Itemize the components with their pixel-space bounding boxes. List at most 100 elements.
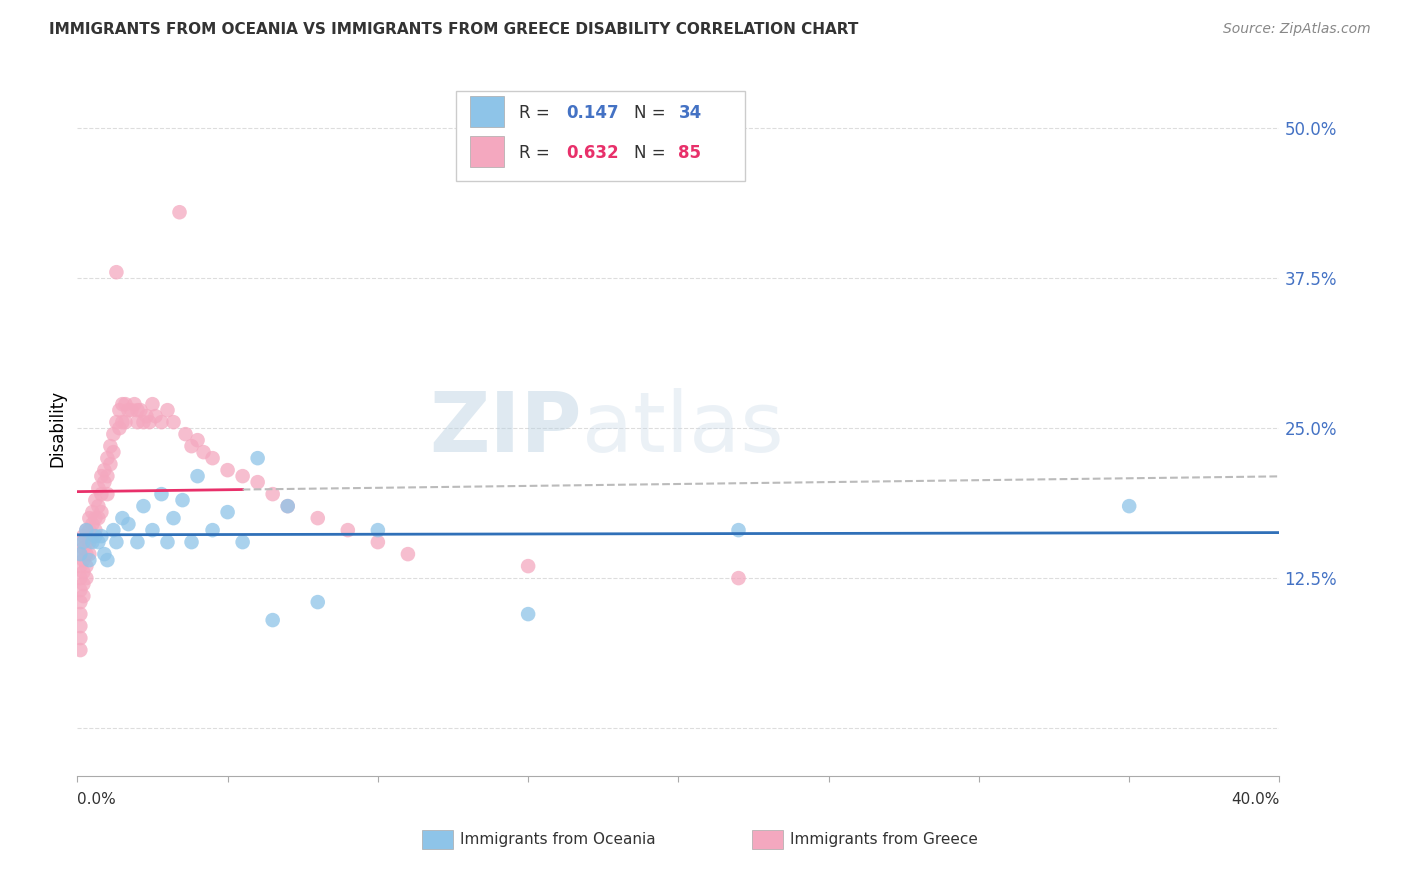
Text: N =: N = [634,104,665,122]
Text: 34: 34 [679,104,702,122]
Point [93,547,115,561]
Point [135,409,157,424]
Point [82,505,104,519]
Point [132,499,155,513]
Point [103,445,125,459]
Point [262,487,284,501]
Text: Source: ZipAtlas.com: Source: ZipAtlas.com [1223,22,1371,37]
Point [117,403,139,417]
Point [93,463,115,477]
Text: atlas: atlas [582,388,785,468]
Point [103,523,125,537]
Point [336,523,359,537]
Point [87,535,110,549]
Point [111,415,134,429]
Point [162,415,184,429]
Point [141,523,163,537]
Point [79,553,101,567]
Point [105,415,128,429]
Text: 0.632: 0.632 [567,145,619,162]
Point [105,265,128,279]
Point [246,451,269,466]
Point [138,415,160,429]
Point [90,487,112,501]
Point [84,523,107,537]
Point [69,643,91,657]
Text: 0.0%: 0.0% [77,792,117,806]
Y-axis label: Disability: Disability [48,390,66,467]
Point [111,397,134,411]
Point [82,535,104,549]
Point [84,511,107,525]
Point [69,547,91,561]
Point [277,499,299,513]
Point [1118,499,1140,513]
Point [96,469,118,483]
Text: R =: R = [519,104,550,122]
Point [82,529,104,543]
Point [217,463,239,477]
Bar [471,136,505,168]
Point [69,535,91,549]
Point [727,571,749,585]
Point [87,499,110,513]
Point [162,511,184,525]
Point [90,469,112,483]
Point [246,475,269,490]
Point [180,439,202,453]
Point [727,523,749,537]
Point [100,439,122,453]
Point [201,523,224,537]
Point [277,499,299,513]
Point [72,541,94,555]
Point [367,535,389,549]
Point [75,547,97,561]
Point [96,487,118,501]
Point [79,547,101,561]
Bar [456,91,745,181]
Point [124,397,146,411]
Bar [471,95,505,127]
Point [396,547,419,561]
Text: R =: R = [519,145,550,162]
Point [150,415,173,429]
Point [79,535,101,549]
Point [69,547,91,561]
Point [72,553,94,567]
Point [129,403,152,417]
Point [72,535,94,549]
Point [69,607,91,621]
Point [84,493,107,508]
Point [96,553,118,567]
Point [169,205,191,219]
Point [90,505,112,519]
Point [105,535,128,549]
Point [127,403,149,417]
Point [180,535,202,549]
Point [72,529,94,543]
Point [232,469,254,483]
Text: ZIP: ZIP [430,388,582,468]
Point [150,487,173,501]
Point [156,403,179,417]
Point [100,457,122,471]
Text: Immigrants from Greece: Immigrants from Greece [790,832,979,847]
Point [367,523,389,537]
Text: 85: 85 [679,145,702,162]
Point [193,445,215,459]
Point [517,607,540,621]
Point [127,415,149,429]
Point [75,523,97,537]
Point [69,559,91,574]
Point [108,403,131,417]
Text: IMMIGRANTS FROM OCEANIA VS IMMIGRANTS FROM GREECE DISABILITY CORRELATION CHART: IMMIGRANTS FROM OCEANIA VS IMMIGRANTS FR… [49,22,859,37]
Point [69,631,91,645]
Point [132,415,155,429]
Text: N =: N = [634,145,665,162]
Point [75,571,97,585]
Point [75,559,97,574]
Point [72,565,94,579]
Point [156,535,179,549]
Point [96,451,118,466]
Point [79,511,101,525]
